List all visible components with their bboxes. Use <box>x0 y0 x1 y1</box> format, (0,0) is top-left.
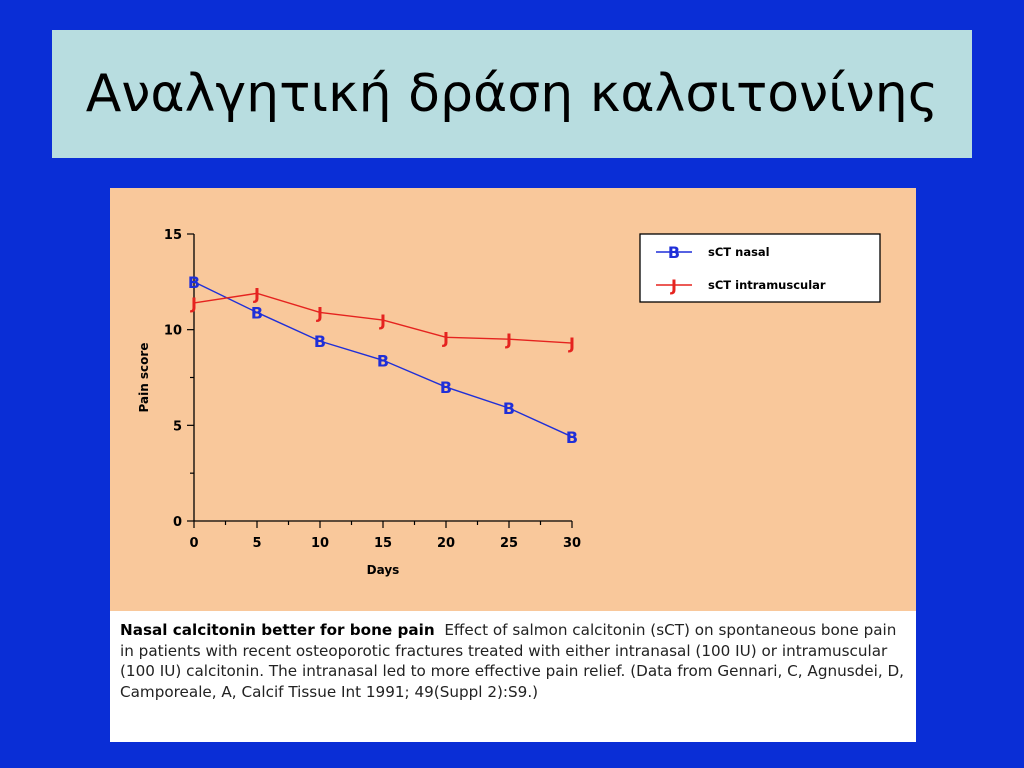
data-point-1: J <box>568 334 575 353</box>
series-line-0 <box>193 281 573 438</box>
tick-labels: 0 5 10 15 0 5 10 15 20 25 30 Days Pain score <box>137 228 581 577</box>
x-tick-label: 0 <box>189 536 198 551</box>
y-tick-label: 10 <box>164 324 182 339</box>
series-line-1 <box>193 292 573 344</box>
data-point-1: J <box>379 311 386 330</box>
data-point-0: B <box>377 351 389 370</box>
data-point-0: B <box>188 273 200 292</box>
y-tick-label: 0 <box>173 515 182 530</box>
x-axis-label: Days <box>367 563 400 577</box>
y-axis-label: Pain score <box>137 343 151 413</box>
slide-title: Αναλγητική δράση καλσιτονίνης <box>85 64 939 124</box>
x-tick-label: 30 <box>563 536 581 551</box>
data-point-1: J <box>442 328 449 347</box>
x-tick-label: 5 <box>252 536 261 551</box>
legend-label-0: sCT nasal <box>708 245 770 259</box>
figure-caption: Nasal calcitonin better for bone pain Ef… <box>120 620 910 702</box>
legend-marker-1: J <box>670 276 677 295</box>
legend-label-1: sCT intramuscular <box>708 278 826 292</box>
legend-box <box>639 233 881 303</box>
x-tick-label: 20 <box>437 536 455 551</box>
data-point-0: B <box>503 399 515 418</box>
legend-marker-0: B <box>668 243 680 262</box>
y-tick-label: 15 <box>164 228 182 243</box>
data-point-1: J <box>316 303 323 322</box>
data-point-0: B <box>314 332 326 351</box>
axes <box>187 233 573 528</box>
x-tick-label: 25 <box>500 536 518 551</box>
data-point-0: B <box>440 378 452 397</box>
data-point-0: B <box>251 303 263 322</box>
caption-body: Effect of salmon calcitonin (sCT) on spo… <box>120 621 905 701</box>
data-point-1: J <box>505 330 512 349</box>
caption-heading: Nasal calcitonin better for bone pain <box>120 621 435 639</box>
y-tick-label: 5 <box>173 419 182 434</box>
x-tick-label: 15 <box>374 536 392 551</box>
data-point-1: J <box>190 294 197 313</box>
x-tick-label: 10 <box>311 536 329 551</box>
slide-title-box: Αναλγητική δράση καλσιτονίνης <box>52 30 972 158</box>
data-point-1: J <box>253 284 260 303</box>
data-point-0: B <box>566 428 578 447</box>
